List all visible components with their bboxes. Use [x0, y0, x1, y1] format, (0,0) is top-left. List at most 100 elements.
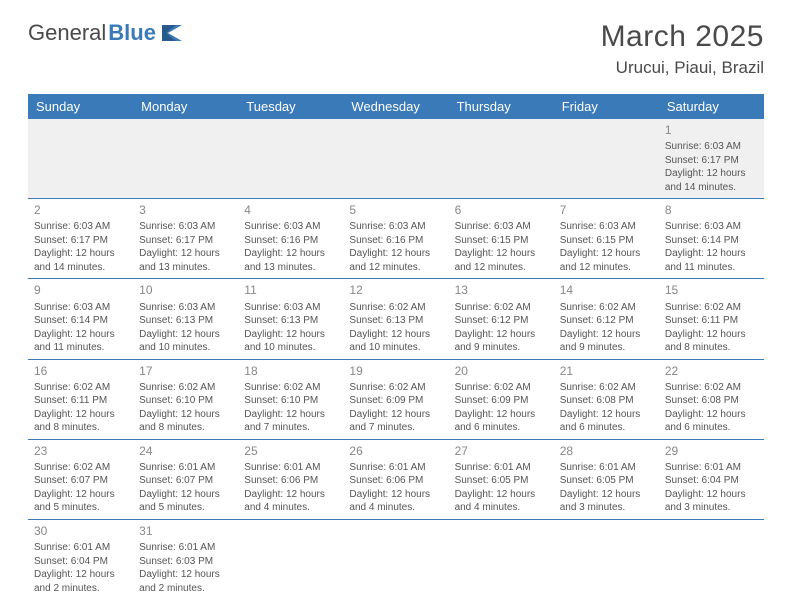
day-cell: [449, 119, 554, 198]
daylight-text: Daylight: 12 hours and 9 minutes.: [560, 328, 653, 355]
day-cell: 9Sunrise: 6:03 AMSunset: 6:14 PMDaylight…: [28, 279, 133, 358]
day-cell: 23Sunrise: 6:02 AMSunset: 6:07 PMDayligh…: [28, 440, 133, 519]
sunrise-text: Sunrise: 6:03 AM: [139, 220, 232, 234]
daylight-text: Daylight: 12 hours and 2 minutes.: [34, 568, 127, 595]
day-cell: 28Sunrise: 6:01 AMSunset: 6:05 PMDayligh…: [554, 440, 659, 519]
daylight-text: Daylight: 12 hours and 7 minutes.: [349, 408, 442, 435]
daylight-text: Daylight: 12 hours and 8 minutes.: [665, 328, 758, 355]
sunrise-text: Sunrise: 6:01 AM: [34, 541, 127, 555]
day-number: 10: [139, 282, 232, 298]
sunset-text: Sunset: 6:13 PM: [349, 314, 442, 328]
day-number: 9: [34, 282, 127, 298]
sunrise-text: Sunrise: 6:03 AM: [244, 220, 337, 234]
day-number: 31: [139, 523, 232, 539]
sunset-text: Sunset: 6:08 PM: [560, 394, 653, 408]
daylight-text: Daylight: 12 hours and 12 minutes.: [560, 247, 653, 274]
sunrise-text: Sunrise: 6:03 AM: [665, 220, 758, 234]
day-number: 24: [139, 443, 232, 459]
sunrise-text: Sunrise: 6:02 AM: [34, 461, 127, 475]
daylight-text: Daylight: 12 hours and 5 minutes.: [139, 488, 232, 515]
sunset-text: Sunset: 6:06 PM: [349, 474, 442, 488]
day-number: 11: [244, 282, 337, 298]
sunrise-text: Sunrise: 6:03 AM: [560, 220, 653, 234]
day-number: 29: [665, 443, 758, 459]
sunrise-text: Sunrise: 6:01 AM: [560, 461, 653, 475]
day-cell: 7Sunrise: 6:03 AMSunset: 6:15 PMDaylight…: [554, 199, 659, 278]
daylight-text: Daylight: 12 hours and 6 minutes.: [455, 408, 548, 435]
sunrise-text: Sunrise: 6:02 AM: [139, 381, 232, 395]
sunset-text: Sunset: 6:16 PM: [244, 234, 337, 248]
day-cell: 24Sunrise: 6:01 AMSunset: 6:07 PMDayligh…: [133, 440, 238, 519]
day-number: 5: [349, 202, 442, 218]
weekday-header: Monday: [133, 94, 238, 119]
day-cell: 22Sunrise: 6:02 AMSunset: 6:08 PMDayligh…: [659, 360, 764, 439]
sunrise-text: Sunrise: 6:01 AM: [244, 461, 337, 475]
day-number: 1: [665, 122, 758, 138]
day-number: 15: [665, 282, 758, 298]
daylight-text: Daylight: 12 hours and 10 minutes.: [139, 328, 232, 355]
day-cell: [238, 119, 343, 198]
sunset-text: Sunset: 6:06 PM: [244, 474, 337, 488]
week-row: 16Sunrise: 6:02 AMSunset: 6:11 PMDayligh…: [28, 360, 764, 440]
day-cell: [449, 520, 554, 599]
day-number: 6: [455, 202, 548, 218]
week-row: 1Sunrise: 6:03 AMSunset: 6:17 PMDaylight…: [28, 119, 764, 199]
sunrise-text: Sunrise: 6:02 AM: [244, 381, 337, 395]
day-cell: [659, 520, 764, 599]
daylight-text: Daylight: 12 hours and 4 minutes.: [349, 488, 442, 515]
daylight-text: Daylight: 12 hours and 11 minutes.: [34, 328, 127, 355]
day-number: 27: [455, 443, 548, 459]
day-cell: 5Sunrise: 6:03 AMSunset: 6:16 PMDaylight…: [343, 199, 448, 278]
title-block: March 2025 Urucui, Piaui, Brazil: [601, 20, 764, 78]
sunrise-text: Sunrise: 6:01 AM: [455, 461, 548, 475]
day-cell: 26Sunrise: 6:01 AMSunset: 6:06 PMDayligh…: [343, 440, 448, 519]
sunrise-text: Sunrise: 6:02 AM: [560, 301, 653, 315]
sunset-text: Sunset: 6:09 PM: [455, 394, 548, 408]
daylight-text: Daylight: 12 hours and 14 minutes.: [34, 247, 127, 274]
day-number: 22: [665, 363, 758, 379]
day-cell: [554, 119, 659, 198]
daylight-text: Daylight: 12 hours and 12 minutes.: [455, 247, 548, 274]
sunset-text: Sunset: 6:04 PM: [34, 555, 127, 569]
day-cell: 8Sunrise: 6:03 AMSunset: 6:14 PMDaylight…: [659, 199, 764, 278]
day-cell: 12Sunrise: 6:02 AMSunset: 6:13 PMDayligh…: [343, 279, 448, 358]
day-number: 19: [349, 363, 442, 379]
day-cell: 25Sunrise: 6:01 AMSunset: 6:06 PMDayligh…: [238, 440, 343, 519]
sunset-text: Sunset: 6:15 PM: [455, 234, 548, 248]
day-cell: 3Sunrise: 6:03 AMSunset: 6:17 PMDaylight…: [133, 199, 238, 278]
day-cell: [238, 520, 343, 599]
day-number: 21: [560, 363, 653, 379]
weekday-header: Tuesday: [238, 94, 343, 119]
sunset-text: Sunset: 6:14 PM: [665, 234, 758, 248]
logo-text-1: General: [28, 20, 106, 46]
sunset-text: Sunset: 6:07 PM: [34, 474, 127, 488]
sunrise-text: Sunrise: 6:03 AM: [349, 220, 442, 234]
sunrise-text: Sunrise: 6:03 AM: [34, 301, 127, 315]
sunset-text: Sunset: 6:13 PM: [244, 314, 337, 328]
weekday-header: Thursday: [449, 94, 554, 119]
daylight-text: Daylight: 12 hours and 6 minutes.: [665, 408, 758, 435]
day-number: 30: [34, 523, 127, 539]
sunset-text: Sunset: 6:16 PM: [349, 234, 442, 248]
day-number: 16: [34, 363, 127, 379]
day-cell: 29Sunrise: 6:01 AMSunset: 6:04 PMDayligh…: [659, 440, 764, 519]
sunrise-text: Sunrise: 6:02 AM: [665, 301, 758, 315]
day-cell: 19Sunrise: 6:02 AMSunset: 6:09 PMDayligh…: [343, 360, 448, 439]
daylight-text: Daylight: 12 hours and 2 minutes.: [139, 568, 232, 595]
weekday-header: Sunday: [28, 94, 133, 119]
day-cell: 16Sunrise: 6:02 AMSunset: 6:11 PMDayligh…: [28, 360, 133, 439]
day-cell: [343, 119, 448, 198]
day-number: 28: [560, 443, 653, 459]
weeks-container: 1Sunrise: 6:03 AMSunset: 6:17 PMDaylight…: [28, 119, 764, 599]
day-number: 17: [139, 363, 232, 379]
day-number: 18: [244, 363, 337, 379]
day-cell: 2Sunrise: 6:03 AMSunset: 6:17 PMDaylight…: [28, 199, 133, 278]
week-row: 23Sunrise: 6:02 AMSunset: 6:07 PMDayligh…: [28, 440, 764, 520]
day-number: 26: [349, 443, 442, 459]
sunrise-text: Sunrise: 6:03 AM: [34, 220, 127, 234]
daylight-text: Daylight: 12 hours and 4 minutes.: [455, 488, 548, 515]
sunset-text: Sunset: 6:13 PM: [139, 314, 232, 328]
sunset-text: Sunset: 6:08 PM: [665, 394, 758, 408]
sunrise-text: Sunrise: 6:02 AM: [349, 381, 442, 395]
day-cell: 18Sunrise: 6:02 AMSunset: 6:10 PMDayligh…: [238, 360, 343, 439]
